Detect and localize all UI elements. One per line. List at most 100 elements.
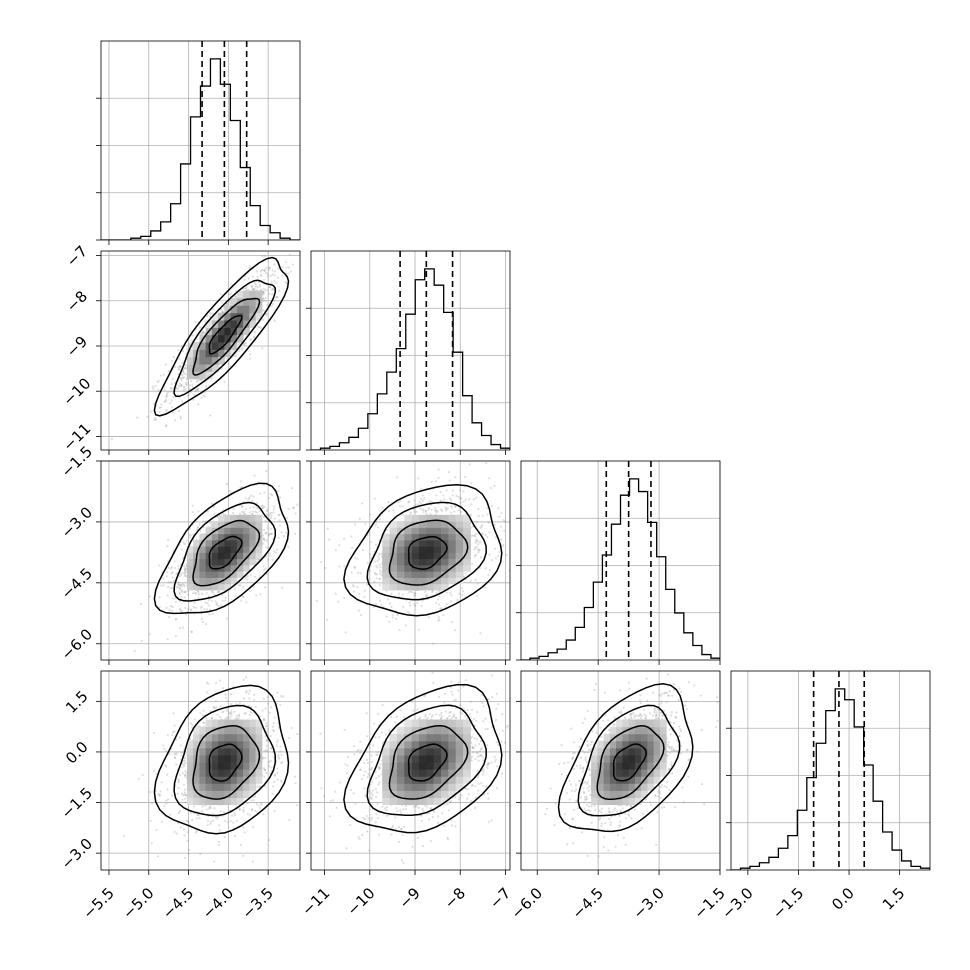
sample-point (253, 698, 256, 702)
sample-point (171, 605, 174, 608)
sample-point (260, 326, 263, 330)
sample-point (359, 572, 362, 575)
sample-point (417, 503, 420, 506)
density-cell (441, 577, 449, 585)
sample-point (157, 388, 160, 391)
sample-point (262, 309, 265, 312)
sample-point (195, 830, 198, 833)
sample-point (491, 558, 494, 562)
sample-point (176, 792, 179, 795)
sample-point (241, 505, 244, 508)
sample-point (268, 554, 272, 557)
sample-point (184, 571, 187, 574)
density-cell (396, 521, 405, 528)
sample-point (263, 269, 266, 273)
sample-point (254, 510, 257, 513)
density-cell (455, 577, 464, 585)
sample-point (169, 580, 173, 584)
sample-point (136, 416, 139, 419)
scatter-frame (100, 250, 301, 451)
sample-point (357, 609, 361, 612)
sample-point (272, 287, 275, 290)
sample-point (267, 534, 270, 537)
sample-point (435, 601, 438, 604)
density-cell (249, 514, 257, 522)
density-cell (211, 769, 219, 777)
sample-point (264, 735, 267, 738)
sample-point (242, 806, 245, 809)
density-cell (186, 797, 194, 806)
sample-point (264, 288, 267, 291)
density-cell (218, 790, 225, 798)
sample-point (164, 399, 168, 402)
sample-point (166, 638, 169, 641)
sample-point (264, 532, 267, 535)
sample-point (196, 388, 199, 391)
sample-point (488, 569, 492, 572)
sample-point (164, 400, 167, 403)
sample-point (246, 812, 250, 815)
sample-point (450, 620, 454, 624)
sample-point (269, 274, 272, 277)
sample-point (211, 590, 214, 593)
density-cell (243, 312, 250, 321)
sample-point (179, 365, 182, 369)
histogram-step (101, 58, 300, 240)
density-cell (193, 797, 200, 806)
sample-point (122, 834, 125, 837)
sample-point (206, 608, 209, 611)
sample-point (480, 532, 483, 535)
sample-point (168, 608, 171, 611)
density-cell (396, 546, 405, 553)
sample-point (374, 603, 377, 606)
sample-point (228, 489, 231, 492)
density-cell (205, 783, 213, 791)
sample-point (485, 461, 488, 465)
density-cell (463, 521, 471, 528)
sample-point (249, 353, 252, 356)
sample-point (159, 790, 162, 793)
density-cell (463, 564, 471, 572)
contour-line (192, 297, 261, 376)
density-cell (199, 546, 207, 553)
sample-point (186, 839, 189, 842)
density-cell (404, 539, 413, 547)
sample-point (184, 367, 187, 370)
density-cell (193, 364, 200, 372)
sample-point (503, 520, 507, 523)
sample-point (193, 601, 196, 605)
sample-point (408, 611, 411, 615)
sample-point (201, 805, 204, 808)
sample-point (180, 792, 183, 795)
density-cell (426, 521, 435, 528)
sample-point (177, 586, 180, 589)
sample-point (248, 357, 252, 360)
density-cell (193, 726, 200, 735)
sample-point (154, 418, 158, 421)
sample-point (183, 834, 186, 837)
contour-line (366, 501, 487, 601)
sample-point (511, 547, 513, 549)
sample-point (245, 601, 248, 604)
sample-point (315, 599, 318, 603)
density-cell (396, 558, 405, 566)
sample-point (263, 586, 267, 589)
density-cell (230, 726, 238, 735)
sample-point (373, 580, 376, 583)
sample-point (238, 512, 242, 515)
sample-point (271, 725, 275, 728)
sample-point (408, 601, 411, 604)
density-cell (236, 521, 244, 528)
sample-point (185, 819, 188, 822)
density-cell (404, 521, 413, 528)
sample-point (249, 338, 252, 341)
sample-point (262, 568, 266, 572)
sample-point (269, 759, 272, 763)
sample-point (351, 584, 354, 587)
sample-point (273, 505, 276, 508)
sample-point (477, 548, 480, 551)
density-cell (448, 546, 457, 553)
sample-point (487, 573, 490, 577)
density-cell (224, 769, 232, 777)
sample-point (392, 509, 395, 512)
